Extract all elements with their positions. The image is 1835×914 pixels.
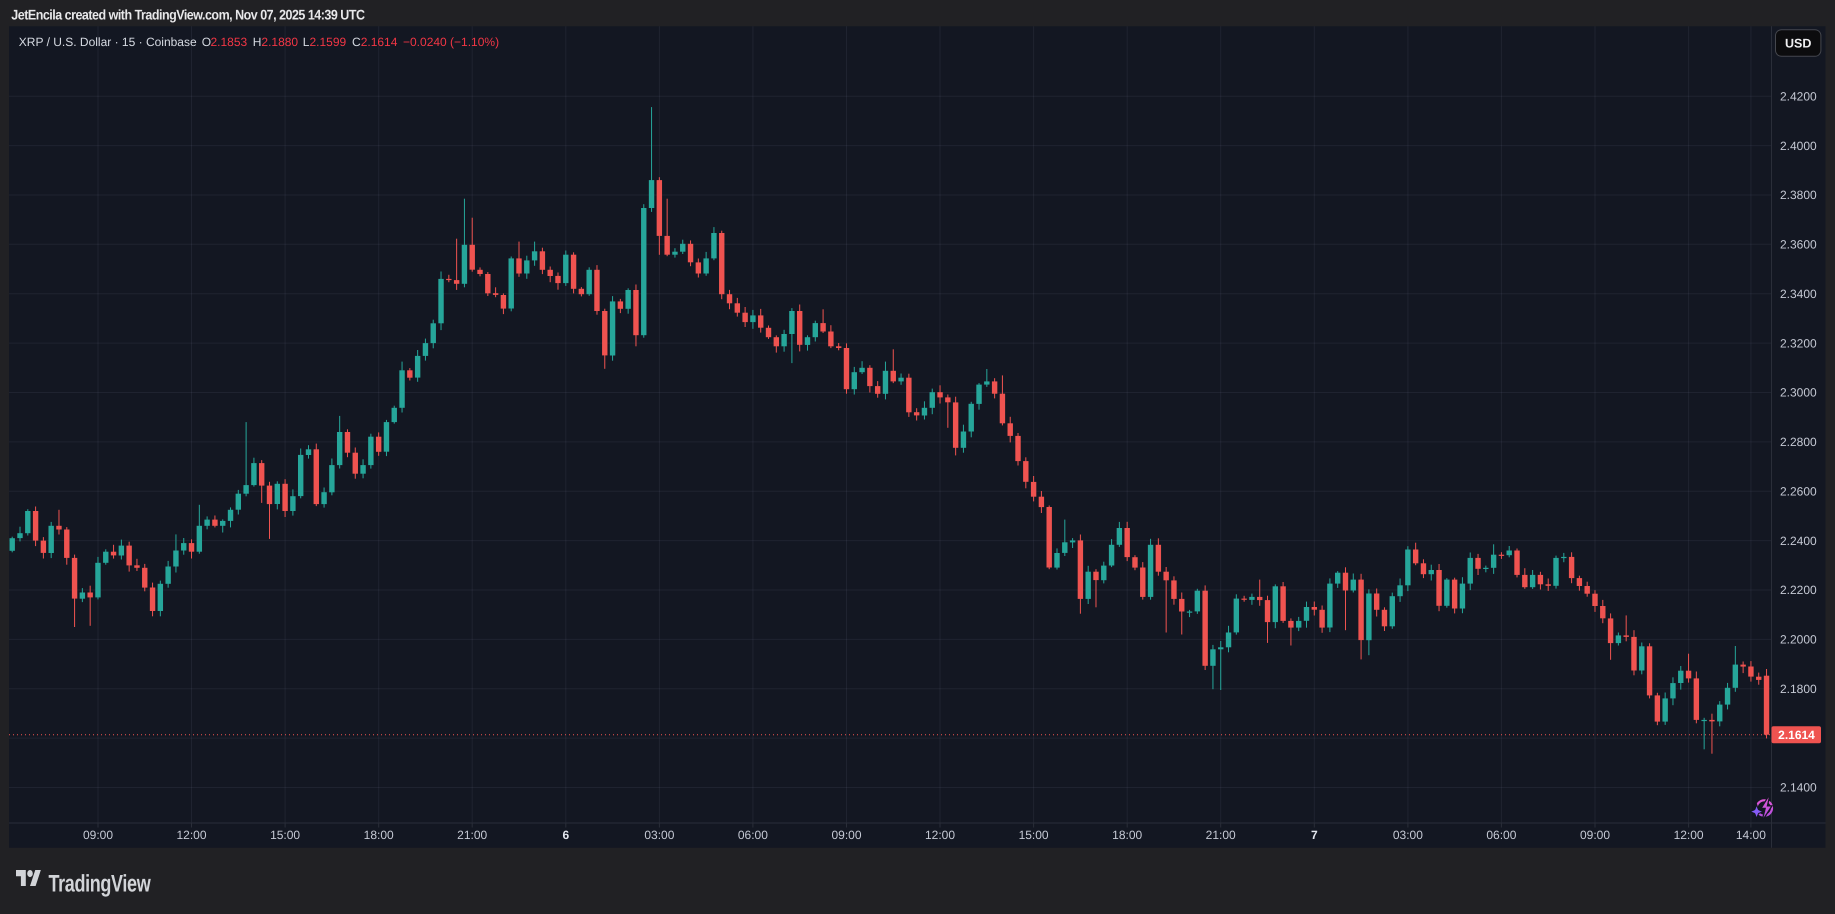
- svg-text:2.2400: 2.2400: [1780, 534, 1817, 548]
- svg-text:2.1614: 2.1614: [361, 35, 398, 49]
- svg-text:09:00: 09:00: [1580, 828, 1610, 842]
- svg-text:2.2600: 2.2600: [1780, 484, 1817, 498]
- svg-text:03:00: 03:00: [644, 828, 674, 842]
- svg-text:12:00: 12:00: [1674, 828, 1704, 842]
- svg-text:09:00: 09:00: [83, 828, 113, 842]
- svg-text:−0.0240 (−1.10%): −0.0240 (−1.10%): [403, 35, 499, 49]
- svg-text:2.3400: 2.3400: [1780, 287, 1817, 301]
- svg-text:09:00: 09:00: [831, 828, 861, 842]
- svg-text:12:00: 12:00: [176, 828, 206, 842]
- svg-text:2.4000: 2.4000: [1780, 139, 1817, 153]
- svg-text:USD: USD: [1785, 37, 1811, 51]
- svg-text:14:00: 14:00: [1736, 828, 1766, 842]
- svg-text:O: O: [202, 35, 211, 49]
- svg-text:2.3000: 2.3000: [1780, 386, 1817, 400]
- svg-text:2.1400: 2.1400: [1780, 781, 1817, 795]
- svg-text:21:00: 21:00: [1206, 828, 1236, 842]
- svg-text:18:00: 18:00: [364, 828, 394, 842]
- svg-text:2.1853: 2.1853: [211, 35, 248, 49]
- svg-text:TradingView: TradingView: [49, 870, 152, 897]
- svg-text:2.3600: 2.3600: [1780, 238, 1817, 252]
- svg-text:2.1800: 2.1800: [1780, 682, 1817, 696]
- svg-text:2.4200: 2.4200: [1780, 89, 1817, 103]
- svg-text:06:00: 06:00: [738, 828, 768, 842]
- svg-text:18:00: 18:00: [1112, 828, 1142, 842]
- svg-text:15:00: 15:00: [270, 828, 300, 842]
- svg-text:C: C: [352, 35, 361, 49]
- svg-text:15:00: 15:00: [1019, 828, 1049, 842]
- svg-text:2.1599: 2.1599: [310, 35, 347, 49]
- svg-text:21:00: 21:00: [457, 828, 487, 842]
- svg-text:JetEncila created with Trading: JetEncila created with TradingView.com, …: [11, 7, 365, 23]
- svg-text:06:00: 06:00: [1486, 828, 1516, 842]
- svg-text:2.2200: 2.2200: [1780, 583, 1817, 597]
- svg-text:XRP / U.S. Dollar · 15 · Coinb: XRP / U.S. Dollar · 15 · Coinbase: [19, 35, 197, 49]
- svg-text:2.3200: 2.3200: [1780, 336, 1817, 350]
- svg-text:6: 6: [562, 828, 569, 842]
- svg-text:12:00: 12:00: [925, 828, 955, 842]
- svg-text:2.1880: 2.1880: [261, 35, 298, 49]
- svg-text:L: L: [303, 35, 310, 49]
- svg-text:H: H: [253, 35, 262, 49]
- svg-text:2.2000: 2.2000: [1780, 633, 1817, 647]
- svg-text:2.2800: 2.2800: [1780, 435, 1817, 449]
- svg-text:2.1614: 2.1614: [1778, 728, 1815, 742]
- svg-text:2.3800: 2.3800: [1780, 188, 1817, 202]
- svg-text:03:00: 03:00: [1393, 828, 1423, 842]
- svg-text:7: 7: [1311, 828, 1318, 842]
